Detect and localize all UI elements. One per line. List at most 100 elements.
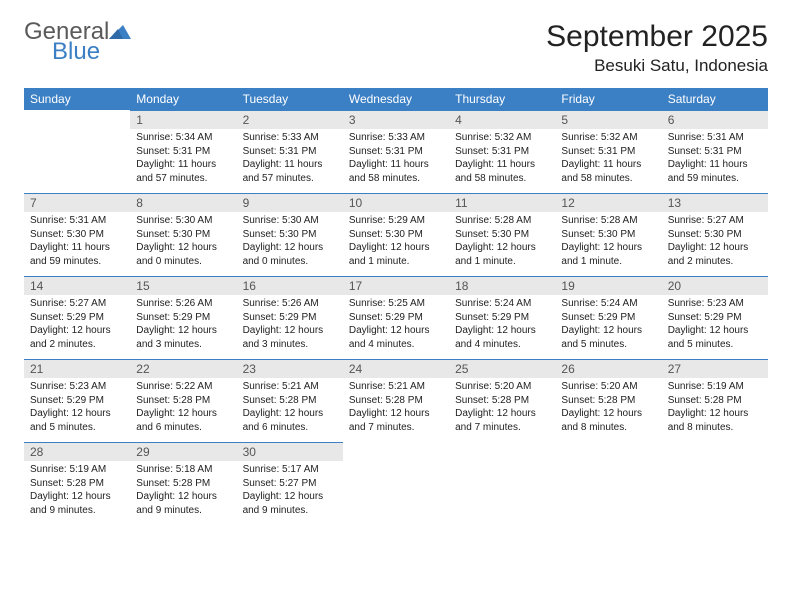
daylight-text: Daylight: 11 hours and 58 minutes.	[561, 158, 655, 185]
day-body: Sunrise: 5:18 AMSunset: 5:28 PMDaylight:…	[130, 461, 236, 525]
calendar-day-cell: 29Sunrise: 5:18 AMSunset: 5:28 PMDayligh…	[130, 442, 236, 525]
logo-text-block: General Blue	[24, 20, 131, 64]
calendar-day-cell: 20Sunrise: 5:23 AMSunset: 5:29 PMDayligh…	[662, 276, 768, 359]
location-label: Besuki Satu, Indonesia	[546, 56, 768, 76]
dow-wednesday: Wednesday	[343, 88, 449, 110]
sunset-text: Sunset: 5:31 PM	[136, 145, 230, 159]
sunset-text: Sunset: 5:29 PM	[243, 311, 337, 325]
sunrise-text: Sunrise: 5:18 AM	[136, 463, 230, 477]
sunrise-text: Sunrise: 5:34 AM	[136, 131, 230, 145]
calendar-day-cell: 18Sunrise: 5:24 AMSunset: 5:29 PMDayligh…	[449, 276, 555, 359]
daylight-text: Daylight: 12 hours and 1 minute.	[455, 241, 549, 268]
day-body: Sunrise: 5:20 AMSunset: 5:28 PMDaylight:…	[449, 378, 555, 442]
day-number: 2	[237, 110, 343, 129]
day-body: Sunrise: 5:21 AMSunset: 5:28 PMDaylight:…	[237, 378, 343, 442]
sunrise-text: Sunrise: 5:24 AM	[455, 297, 549, 311]
calendar-week-row: 14Sunrise: 5:27 AMSunset: 5:29 PMDayligh…	[24, 276, 768, 359]
day-body: Sunrise: 5:21 AMSunset: 5:28 PMDaylight:…	[343, 378, 449, 442]
sunset-text: Sunset: 5:31 PM	[561, 145, 655, 159]
daylight-text: Daylight: 12 hours and 6 minutes.	[136, 407, 230, 434]
logo-triangle-icon	[109, 20, 131, 44]
day-body: Sunrise: 5:33 AMSunset: 5:31 PMDaylight:…	[343, 129, 449, 193]
daylight-text: Daylight: 12 hours and 8 minutes.	[561, 407, 655, 434]
sunset-text: Sunset: 5:29 PM	[136, 311, 230, 325]
calendar-day-cell: 11Sunrise: 5:28 AMSunset: 5:30 PMDayligh…	[449, 193, 555, 276]
day-number: 28	[24, 442, 130, 461]
sunrise-text: Sunrise: 5:33 AM	[243, 131, 337, 145]
calendar-day-cell: 1Sunrise: 5:34 AMSunset: 5:31 PMDaylight…	[130, 110, 236, 193]
day-body: Sunrise: 5:32 AMSunset: 5:31 PMDaylight:…	[449, 129, 555, 193]
calendar-day-cell: 21Sunrise: 5:23 AMSunset: 5:29 PMDayligh…	[24, 359, 130, 442]
sunrise-text: Sunrise: 5:28 AM	[561, 214, 655, 228]
calendar-day-cell: 30Sunrise: 5:17 AMSunset: 5:27 PMDayligh…	[237, 442, 343, 525]
sunrise-text: Sunrise: 5:26 AM	[243, 297, 337, 311]
day-body: Sunrise: 5:22 AMSunset: 5:28 PMDaylight:…	[130, 378, 236, 442]
dow-saturday: Saturday	[662, 88, 768, 110]
day-body: Sunrise: 5:25 AMSunset: 5:29 PMDaylight:…	[343, 295, 449, 359]
calendar-day-cell: 5Sunrise: 5:32 AMSunset: 5:31 PMDaylight…	[555, 110, 661, 193]
dow-friday: Friday	[555, 88, 661, 110]
sunrise-text: Sunrise: 5:17 AM	[243, 463, 337, 477]
sunrise-text: Sunrise: 5:32 AM	[455, 131, 549, 145]
day-number: 25	[449, 359, 555, 378]
daylight-text: Daylight: 11 hours and 57 minutes.	[136, 158, 230, 185]
calendar-day-cell: 28Sunrise: 5:19 AMSunset: 5:28 PMDayligh…	[24, 442, 130, 525]
calendar-day-cell: 27Sunrise: 5:19 AMSunset: 5:28 PMDayligh…	[662, 359, 768, 442]
calendar-day-cell: 23Sunrise: 5:21 AMSunset: 5:28 PMDayligh…	[237, 359, 343, 442]
day-number: 1	[130, 110, 236, 129]
calendar-week-row: 21Sunrise: 5:23 AMSunset: 5:29 PMDayligh…	[24, 359, 768, 442]
day-number: 29	[130, 442, 236, 461]
sunset-text: Sunset: 5:30 PM	[136, 228, 230, 242]
day-number: 9	[237, 193, 343, 212]
calendar-day-cell	[449, 442, 555, 525]
day-body: Sunrise: 5:24 AMSunset: 5:29 PMDaylight:…	[555, 295, 661, 359]
sunset-text: Sunset: 5:30 PM	[349, 228, 443, 242]
calendar-day-cell: 15Sunrise: 5:26 AMSunset: 5:29 PMDayligh…	[130, 276, 236, 359]
calendar-day-cell: 24Sunrise: 5:21 AMSunset: 5:28 PMDayligh…	[343, 359, 449, 442]
daylight-text: Daylight: 12 hours and 4 minutes.	[455, 324, 549, 351]
day-body: Sunrise: 5:20 AMSunset: 5:28 PMDaylight:…	[555, 378, 661, 442]
day-number: 8	[130, 193, 236, 212]
calendar-body: 1Sunrise: 5:34 AMSunset: 5:31 PMDaylight…	[24, 110, 768, 525]
day-body	[555, 447, 661, 503]
sunrise-text: Sunrise: 5:25 AM	[349, 297, 443, 311]
day-number: 5	[555, 110, 661, 129]
day-body: Sunrise: 5:34 AMSunset: 5:31 PMDaylight:…	[130, 129, 236, 193]
daylight-text: Daylight: 12 hours and 4 minutes.	[349, 324, 443, 351]
calendar-day-cell: 22Sunrise: 5:22 AMSunset: 5:28 PMDayligh…	[130, 359, 236, 442]
day-body: Sunrise: 5:19 AMSunset: 5:28 PMDaylight:…	[662, 378, 768, 442]
sunset-text: Sunset: 5:30 PM	[30, 228, 124, 242]
day-body: Sunrise: 5:30 AMSunset: 5:30 PMDaylight:…	[237, 212, 343, 276]
sunrise-text: Sunrise: 5:31 AM	[30, 214, 124, 228]
sunset-text: Sunset: 5:31 PM	[243, 145, 337, 159]
month-title: September 2025	[546, 20, 768, 54]
daylight-text: Daylight: 12 hours and 0 minutes.	[136, 241, 230, 268]
daylight-text: Daylight: 12 hours and 7 minutes.	[349, 407, 443, 434]
sunrise-text: Sunrise: 5:29 AM	[349, 214, 443, 228]
dow-thursday: Thursday	[449, 88, 555, 110]
sunset-text: Sunset: 5:30 PM	[668, 228, 762, 242]
brand-logo: General Blue	[24, 20, 131, 64]
day-body: Sunrise: 5:30 AMSunset: 5:30 PMDaylight:…	[130, 212, 236, 276]
calendar-table: Sunday Monday Tuesday Wednesday Thursday…	[24, 88, 768, 525]
sunset-text: Sunset: 5:28 PM	[136, 477, 230, 491]
day-number: 27	[662, 359, 768, 378]
sunrise-text: Sunrise: 5:21 AM	[349, 380, 443, 394]
day-number: 20	[662, 276, 768, 295]
day-number: 4	[449, 110, 555, 129]
day-body	[343, 447, 449, 503]
sunrise-text: Sunrise: 5:19 AM	[668, 380, 762, 394]
dow-sunday: Sunday	[24, 88, 130, 110]
daylight-text: Daylight: 11 hours and 59 minutes.	[30, 241, 124, 268]
page-header: General Blue September 2025 Besuki Satu,…	[24, 20, 768, 76]
sunrise-text: Sunrise: 5:24 AM	[561, 297, 655, 311]
daylight-text: Daylight: 12 hours and 8 minutes.	[668, 407, 762, 434]
calendar-day-cell: 13Sunrise: 5:27 AMSunset: 5:30 PMDayligh…	[662, 193, 768, 276]
daylight-text: Daylight: 12 hours and 9 minutes.	[30, 490, 124, 517]
day-body: Sunrise: 5:26 AMSunset: 5:29 PMDaylight:…	[237, 295, 343, 359]
sunrise-text: Sunrise: 5:22 AM	[136, 380, 230, 394]
day-body	[24, 115, 130, 171]
daylight-text: Daylight: 11 hours and 58 minutes.	[349, 158, 443, 185]
day-number: 11	[449, 193, 555, 212]
day-number: 30	[237, 442, 343, 461]
